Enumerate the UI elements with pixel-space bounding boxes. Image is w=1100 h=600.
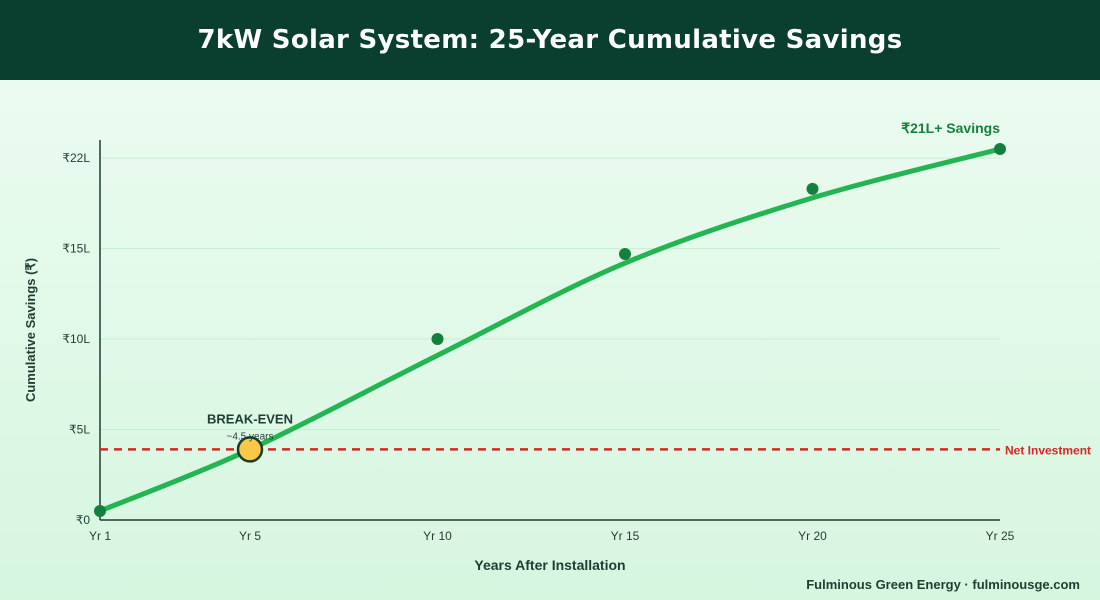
net-investment-label: Net Investment	[1005, 443, 1091, 457]
break-even-label: BREAK-EVEN	[207, 411, 293, 426]
chart-header: 7kW Solar System: 25-Year Cumulative Sav…	[0, 0, 1100, 80]
y-tick-label: ₹0	[76, 513, 91, 527]
y-tick-labels: ₹0 ₹5L ₹10L ₹15L ₹22L	[62, 151, 90, 527]
chart-title: 7kW Solar System: 25-Year Cumulative Sav…	[197, 25, 903, 55]
x-tick-label: Yr 1	[89, 529, 111, 543]
total-savings-annotation: ₹21L+ Savings	[901, 120, 1000, 136]
data-point	[431, 333, 444, 346]
y-tick-label: ₹10L	[62, 332, 90, 346]
x-tick-label: Yr 5	[239, 529, 261, 543]
x-tick-label: Yr 10	[423, 529, 452, 543]
x-tick-label: Yr 25	[986, 529, 1015, 543]
y-tick-label: ₹5L	[69, 423, 90, 437]
y-axis-title: Cumulative Savings (₹)	[23, 258, 38, 402]
break-even-marker	[236, 436, 264, 463]
break-even-sublabel: ~4.5 years	[227, 431, 274, 442]
data-point	[619, 248, 631, 260]
y-tick-label: ₹15L	[62, 242, 90, 256]
data-point	[806, 182, 819, 195]
data-points	[94, 143, 1006, 517]
x-tick-labels: Yr 1 Yr 5 Yr 10 Yr 15 Yr 20 Yr 25	[89, 529, 1015, 543]
data-point	[94, 504, 106, 517]
x-tick-label: Yr 15	[611, 529, 640, 543]
y-tick-label: ₹22L	[62, 151, 90, 165]
x-tick-label: Yr 20	[798, 529, 827, 543]
x-axis-title: Years After Installation	[474, 557, 625, 573]
gridlines	[100, 157, 1000, 431]
savings-series-line	[97, 146, 1003, 514]
footer-credit: Fulminous Green Energy · fulminousge.com	[806, 577, 1080, 592]
data-point	[994, 143, 1006, 156]
